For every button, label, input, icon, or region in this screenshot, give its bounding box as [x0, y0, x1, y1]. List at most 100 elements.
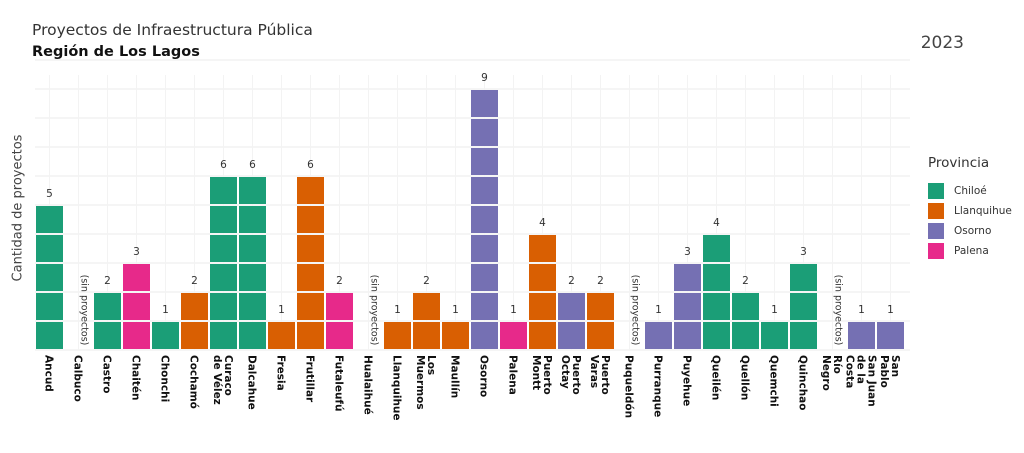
x-tick-label: Fresia: [275, 355, 287, 391]
x-tick-label: Castro: [101, 355, 113, 393]
x-tick-label: Calbuco: [72, 355, 84, 402]
bar-unit: [123, 322, 150, 349]
bar-cochamó: 2 Cochamó: [181, 275, 208, 409]
bar-unit: [761, 322, 788, 349]
bar-unit: [94, 322, 121, 349]
x-tick-label: Quemchi: [768, 355, 780, 407]
bar-frutillar: 6 Frutillar: [297, 159, 324, 403]
chart-subtitle: Región de Los Lagos: [32, 44, 200, 60]
bar-unit: [123, 293, 150, 320]
bar-palena: 1 Palena: [500, 304, 527, 395]
bar-unit: [210, 235, 237, 262]
legend-item: Osorno: [928, 221, 1012, 241]
x-tick-label: Frutillar: [304, 355, 316, 403]
legend-title: Provincia: [928, 155, 990, 171]
bar-unit: [268, 322, 295, 349]
x-tick-label: Palena: [507, 355, 519, 395]
x-tick-label: San Juande laCosta: [844, 355, 878, 407]
bar-unit: [413, 322, 440, 349]
legend-swatch: [928, 183, 944, 199]
x-tick-label: Osorno: [478, 355, 490, 397]
bar-unit: [790, 322, 817, 349]
bar-unit: [703, 322, 730, 349]
bar-unit: [297, 293, 324, 320]
bar-los-muermos: 2 LosMuermos: [413, 275, 440, 410]
data-label: 3: [684, 246, 691, 258]
bar-unit: [587, 293, 614, 320]
data-label: 6: [249, 159, 256, 171]
bar-unit: [36, 206, 63, 233]
bar-ancud: 5 Ancud: [36, 188, 63, 392]
bar-puerto-montt: 4 PuertoMontt: [529, 217, 556, 395]
data-label: 1: [510, 304, 517, 316]
bar-maullín: 1 Maullín: [442, 304, 469, 398]
data-label: 3: [800, 246, 807, 258]
bar-unit: [36, 322, 63, 349]
empty-label: (sin proyectos): [630, 275, 641, 346]
bar-llanquihue: 1 Llanquihue: [384, 304, 411, 421]
bar-unit: [384, 322, 411, 349]
data-label: 1: [394, 304, 401, 316]
bar-unit: [297, 322, 324, 349]
data-label: 5: [46, 188, 53, 200]
x-tick-label: Purranque: [652, 355, 664, 417]
x-tick-label: Curacode Vélez: [211, 355, 234, 405]
bar-unit: [674, 322, 701, 349]
bar-san-pablo: 1 SanPablo: [877, 304, 904, 388]
data-label: 2: [742, 275, 749, 287]
bar-unit: [529, 293, 556, 320]
bar-queilén: 4 Queilén: [703, 217, 730, 400]
data-label: 1: [278, 304, 285, 316]
data-label: 1: [452, 304, 459, 316]
x-tick-label: LosMuermos: [414, 355, 437, 410]
bar-unit: [587, 322, 614, 349]
bar-unit: [239, 264, 266, 291]
data-label: 1: [887, 304, 894, 316]
x-tick-label: Puyehue: [681, 355, 693, 406]
bar-unit: [471, 177, 498, 204]
legend-label: Palena: [954, 245, 989, 257]
bar-unit: [297, 206, 324, 233]
bar-san-juan-de-la-costa: 1 San Juande laCosta: [844, 304, 878, 407]
x-tick-label: Dalcahue: [246, 355, 258, 410]
bar-unit: [297, 235, 324, 262]
bar-dalcahue: 6 Dalcahue: [239, 159, 266, 410]
data-label: 2: [568, 275, 575, 287]
bar-unit: [36, 264, 63, 291]
empty-label: (sin proyectos): [79, 275, 90, 346]
bar-unit: [123, 264, 150, 291]
bar-unit: [500, 322, 527, 349]
bar-unit: [674, 264, 701, 291]
bar-unit: [442, 322, 469, 349]
data-label: 1: [655, 304, 662, 316]
legend-label: Osorno: [954, 225, 992, 237]
bar-unit: [471, 264, 498, 291]
bar-unit: [529, 322, 556, 349]
data-label: 6: [220, 159, 227, 171]
bar-calbuco: (sin proyectos) Calbuco: [72, 275, 90, 402]
x-tick-label: Queilén: [710, 355, 722, 400]
bar-chaitén: 3 Chaitén: [123, 246, 150, 400]
bar-chonchi: 1 Chonchi: [152, 304, 179, 402]
bar-unit: [732, 322, 759, 349]
bar-quinchao: 3 Quinchao: [790, 246, 817, 410]
bar-unit: [558, 293, 585, 320]
x-tick-label: Hualaihué: [362, 355, 374, 415]
data-label: 3: [133, 246, 140, 258]
bar-unit: [326, 322, 353, 349]
bar-unit: [529, 264, 556, 291]
bar-río-negro: (sin proyectos) RíoNegro: [820, 275, 844, 391]
x-tick-label: Ancud: [43, 355, 55, 392]
data-label: 9: [481, 72, 488, 84]
data-label: 2: [104, 275, 111, 287]
bar-puqueldón: (sin proyectos) Puqueldón: [623, 275, 641, 418]
bar-hualaihué: (sin proyectos) Hualaihué: [362, 275, 380, 415]
x-tick-label: PuertoVaras: [588, 355, 611, 395]
bar-purranque: 1 Purranque: [645, 304, 672, 417]
bar-unit: [790, 293, 817, 320]
data-label: 4: [539, 217, 546, 229]
bar-unit: [239, 206, 266, 233]
bar-unit: [413, 293, 440, 320]
